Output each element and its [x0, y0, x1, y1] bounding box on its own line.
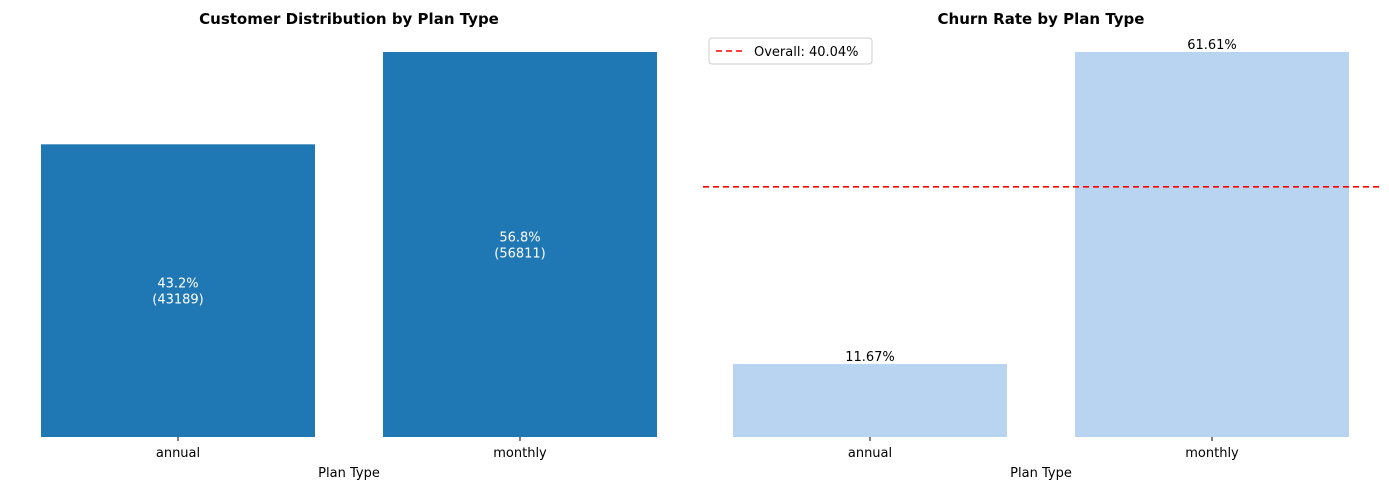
bar-monthly	[383, 52, 657, 437]
right-bars: 11.67% 61.61%	[733, 38, 1349, 437]
x-tick-label: monthly	[493, 446, 547, 461]
bar-percent-label: 43.2%	[157, 277, 198, 292]
right-x-axis-label: Plan Type	[1010, 466, 1072, 481]
right-x-ticks: annual monthly	[848, 437, 1239, 461]
x-tick-label: annual	[848, 446, 892, 461]
legend: Overall: 40.04%	[708, 37, 873, 65]
legend-box	[708, 37, 873, 65]
left-chart: Customer Distribution by Plan Type 43.2%…	[41, 10, 657, 481]
left-x-ticks: annual monthly	[156, 437, 547, 461]
x-tick-label: annual	[156, 446, 200, 461]
bar-annual	[41, 144, 315, 438]
right-chart: Churn Rate by Plan Type 11.67% 61.61% ann…	[703, 10, 1380, 481]
bar-value-label: 61.61%	[1187, 38, 1237, 53]
legend-entry: Overall: 40.04%	[754, 45, 859, 60]
left-chart-title: Customer Distribution by Plan Type	[199, 10, 499, 28]
right-chart-title: Churn Rate by Plan Type	[938, 10, 1145, 28]
bar-monthly	[1075, 52, 1349, 437]
left-x-axis-label: Plan Type	[318, 466, 380, 481]
bar-value-label: 11.67%	[845, 350, 895, 365]
bar-percent-label: 56.8%	[499, 231, 540, 246]
bar-count-label: (56811)	[494, 247, 546, 262]
left-bars: 43.2%(43189) 56.8%(56811)	[41, 52, 657, 438]
bar-annual	[733, 364, 1007, 437]
x-tick-label: monthly	[1185, 446, 1239, 461]
bar-count-label: (43189)	[152, 293, 204, 308]
